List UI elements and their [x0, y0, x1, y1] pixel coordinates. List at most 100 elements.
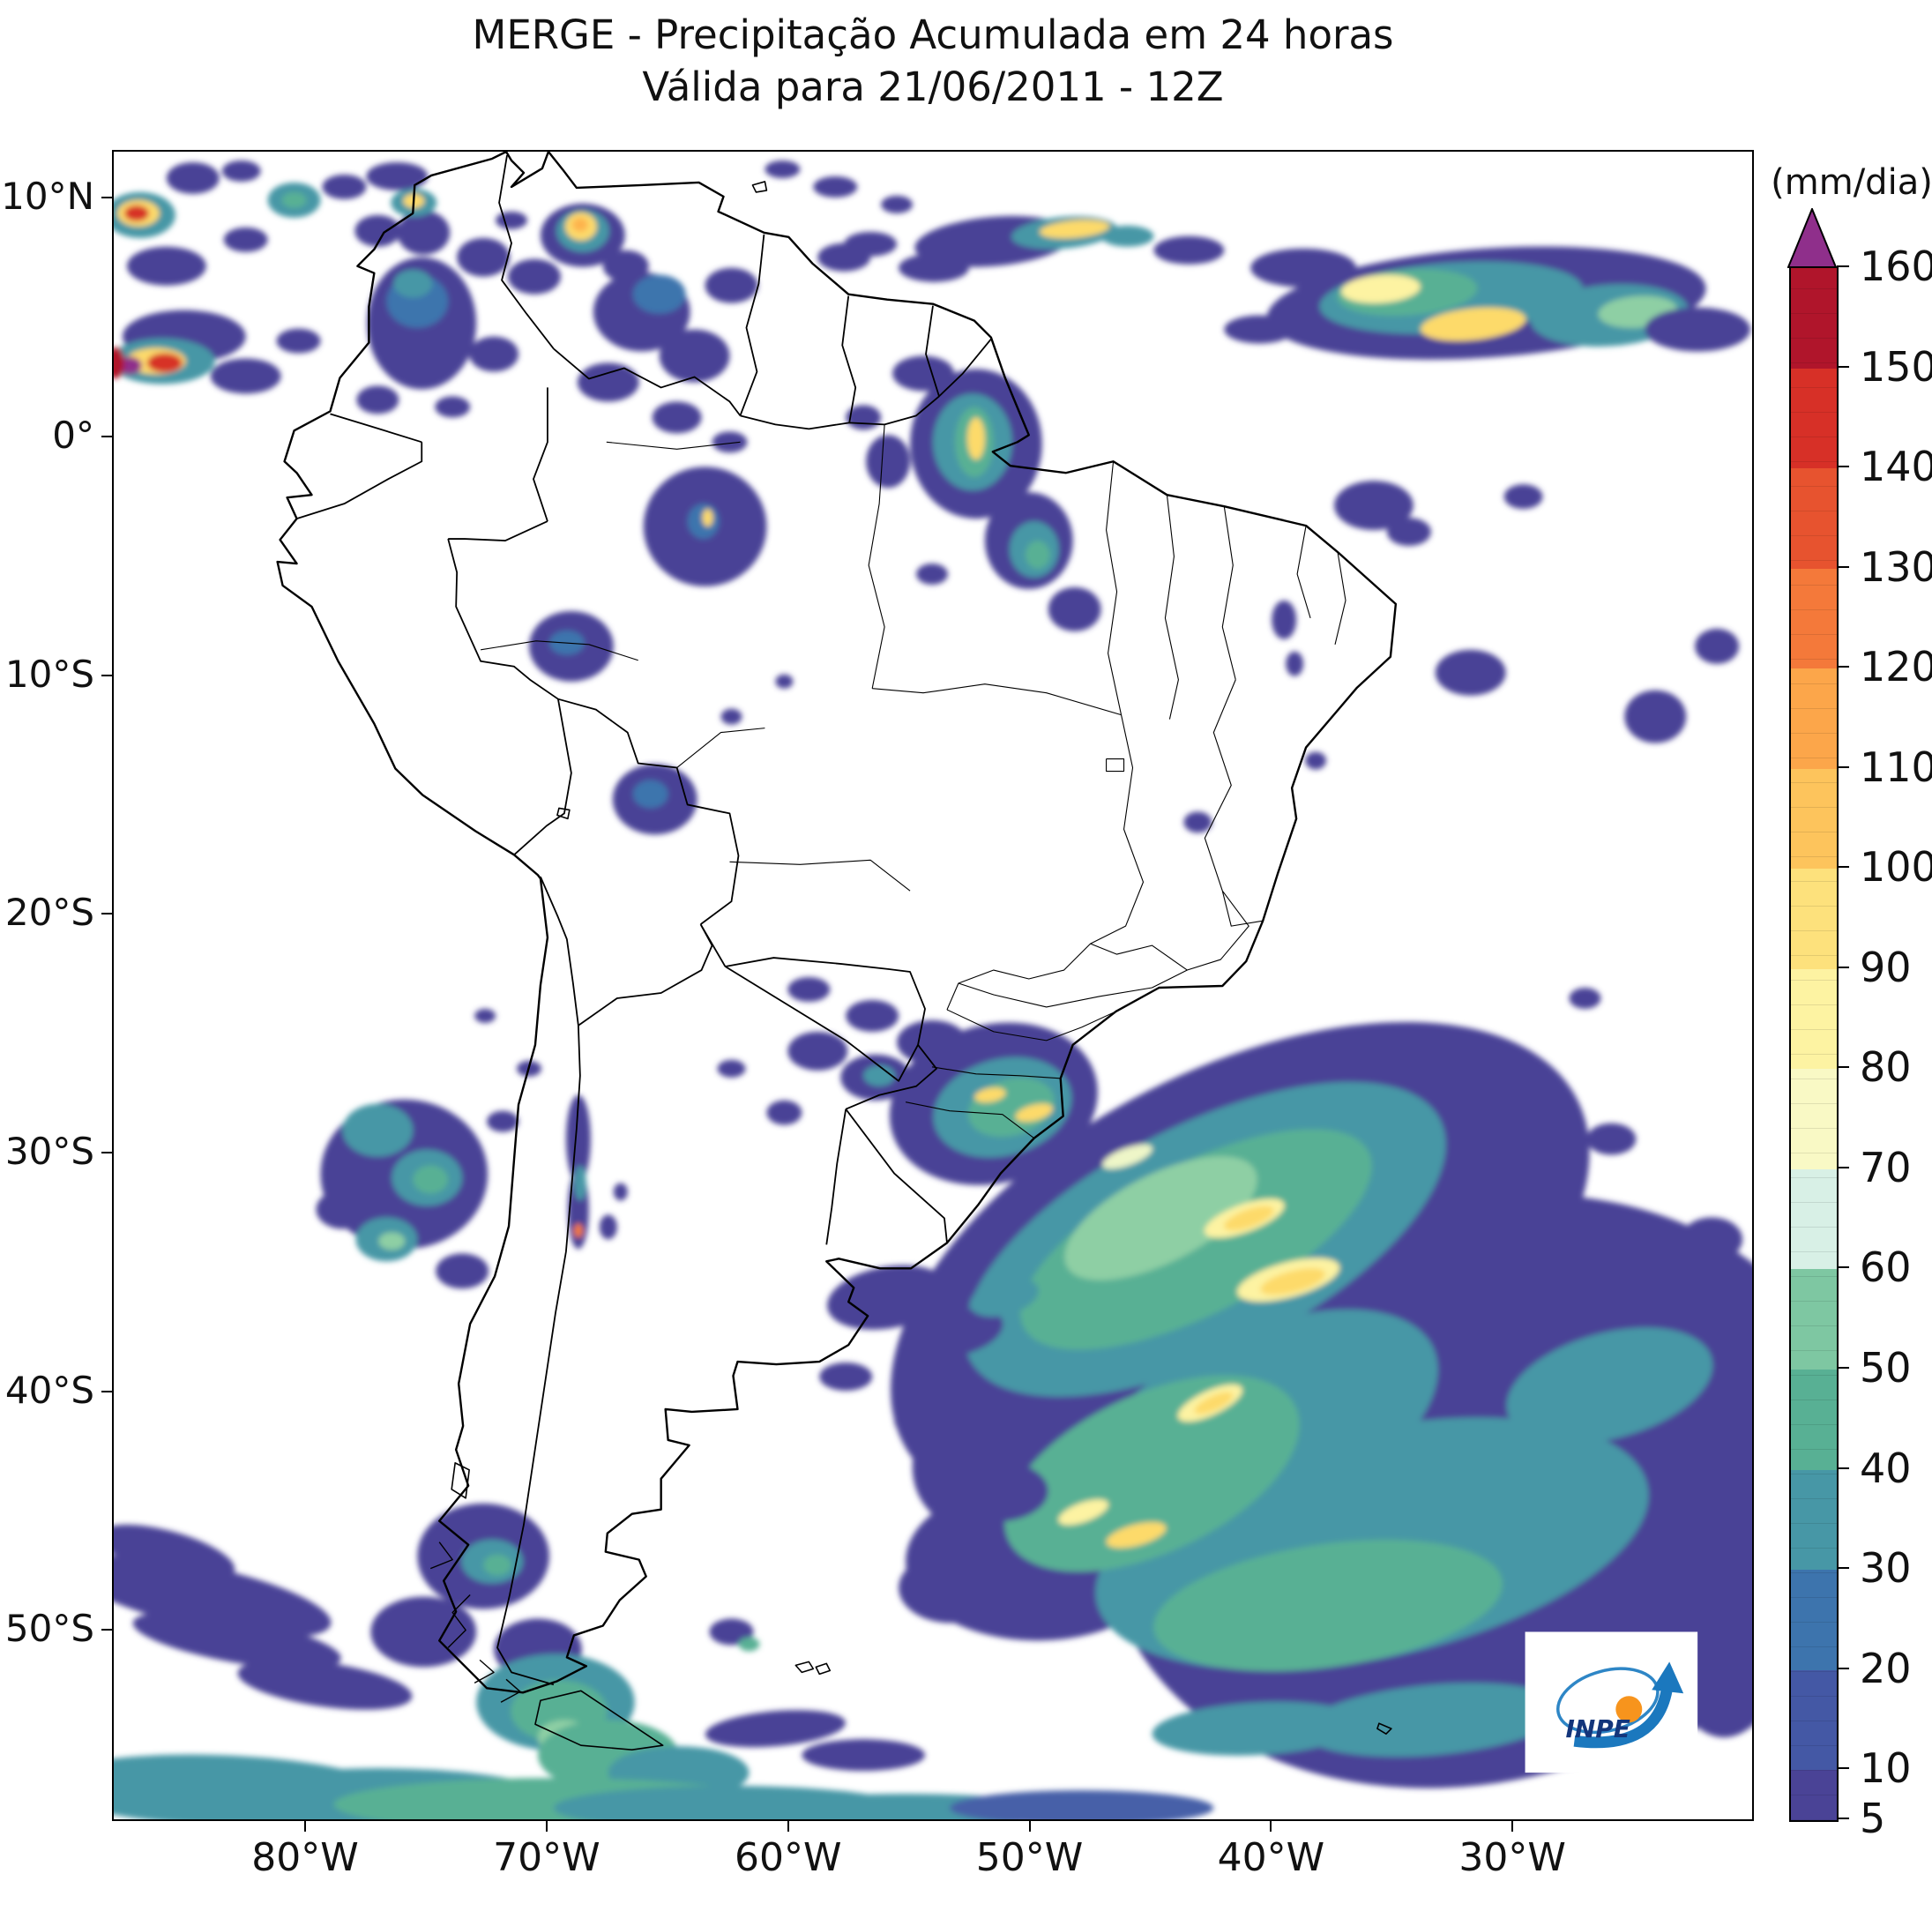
precip-blob — [210, 358, 281, 394]
precip-blob — [720, 708, 742, 725]
precip-blob — [765, 160, 801, 178]
colorbar-tick-label: 130 — [1860, 542, 1932, 591]
political-border — [540, 876, 579, 1026]
colorbar-tick-mark — [1837, 565, 1849, 568]
precip-blob — [573, 1165, 586, 1201]
precip-blob — [866, 435, 911, 489]
y-tick-label: 20°S — [4, 891, 94, 935]
precip-blob — [1223, 1206, 1274, 1231]
colorbar-tick-mark — [1837, 1767, 1849, 1770]
political-border — [699, 923, 727, 967]
precip-blob — [1048, 586, 1101, 631]
colorbar-tick-mark — [1837, 1066, 1849, 1069]
political-border — [845, 1109, 948, 1243]
political-border — [946, 943, 1092, 1011]
colorbar-tick-label: 140 — [1860, 443, 1932, 491]
political-border — [1296, 526, 1311, 619]
precip-blob — [1153, 235, 1225, 265]
colorbar-over-arrow-shape — [1787, 208, 1837, 268]
x-tick-label: 80°W — [251, 1835, 359, 1880]
colorbar-segment — [1791, 467, 1837, 569]
colorbar-unit-label: (mm/dia) — [1771, 162, 1932, 203]
precip-blob — [342, 1103, 414, 1157]
political-border — [868, 424, 885, 689]
colorbar-tick-label: 40 — [1860, 1444, 1912, 1492]
y-tick-mark — [101, 674, 112, 676]
precip-blob — [1058, 1499, 1109, 1526]
colorbar-tick-mark — [1837, 1166, 1849, 1168]
precip-blob — [894, 1402, 956, 1438]
x-tick-label: 70°W — [493, 1835, 600, 1880]
precip-blob — [917, 1308, 1003, 1357]
precip-blob — [565, 1094, 591, 1183]
political-border — [1204, 679, 1236, 892]
precip-blob — [897, 1019, 967, 1064]
precip-blob — [114, 347, 124, 379]
island-outline — [794, 1661, 815, 1674]
island-outline — [1376, 1722, 1392, 1736]
precip-blob — [1286, 651, 1304, 676]
political-border — [447, 538, 559, 700]
political-border — [739, 234, 765, 416]
precip-blob — [819, 1362, 873, 1392]
precip-blob — [1506, 1327, 1713, 1444]
political-border — [606, 441, 741, 450]
precip-blob — [613, 1183, 628, 1201]
x-tick-label: 50°W — [975, 1835, 1084, 1880]
precip-blob — [1260, 1268, 1325, 1295]
precip-blob — [899, 1552, 1004, 1624]
precip-blob — [123, 205, 149, 221]
colorbar-segment — [1791, 1168, 1837, 1270]
x-tick-mark — [1270, 1821, 1272, 1832]
precip-blob — [1334, 481, 1414, 531]
x-tick-label: 40°W — [1217, 1835, 1325, 1880]
colorbar-segment — [1791, 868, 1837, 969]
precip-blob — [599, 1214, 617, 1240]
precip-blob — [378, 1232, 406, 1250]
precip-blob — [1305, 751, 1327, 770]
precip-blob — [652, 401, 702, 434]
island-outline — [451, 1462, 470, 1499]
political-border — [841, 295, 857, 423]
island-outline — [815, 1662, 832, 1676]
precip-blob — [370, 1596, 477, 1668]
boundaries-layer — [276, 152, 1398, 1751]
y-tick-mark — [101, 913, 112, 915]
political-border — [845, 1044, 937, 1110]
colorbar-segment — [1791, 1369, 1837, 1470]
precip-blob — [966, 417, 985, 460]
political-border — [925, 305, 940, 397]
y-tick-mark — [101, 1390, 112, 1392]
political-border — [553, 347, 742, 416]
colorbar-tick-label: 100 — [1860, 843, 1932, 892]
y-tick-label: 10°N — [1, 175, 94, 219]
precip-blob — [1153, 1539, 1503, 1672]
political-border — [448, 520, 548, 541]
precip-blob — [126, 246, 206, 286]
colorbar-segment — [1791, 1769, 1837, 1820]
y-tick-mark — [101, 1152, 112, 1153]
precip-blob — [573, 1223, 583, 1238]
precip-blob — [787, 1031, 848, 1071]
precip-blob — [114, 1524, 235, 1581]
precip-blob — [1435, 649, 1506, 696]
colorbar-tick-label: 90 — [1860, 943, 1912, 991]
political-border — [676, 728, 765, 768]
y-tick-label: 0° — [52, 413, 94, 457]
colorbar-segment — [1791, 1469, 1837, 1571]
island-outline — [751, 181, 768, 193]
colorbar-tick-label: 120 — [1860, 643, 1932, 691]
title-line2: Válida para 21/06/2011 - 12Z — [642, 63, 1224, 111]
precip-blob — [1386, 518, 1431, 547]
precip-blob — [881, 195, 914, 213]
inpe-logo-ball-icon — [1615, 1696, 1643, 1723]
precip-blob — [276, 328, 321, 354]
political-border — [447, 1594, 471, 1648]
x-tick-mark — [1028, 1821, 1031, 1832]
colorbar-segment — [1791, 1569, 1837, 1670]
political-border — [905, 1101, 1035, 1139]
precip-blob — [322, 174, 367, 199]
political-border — [500, 1678, 521, 1703]
colorbar-segment — [1791, 1269, 1837, 1370]
